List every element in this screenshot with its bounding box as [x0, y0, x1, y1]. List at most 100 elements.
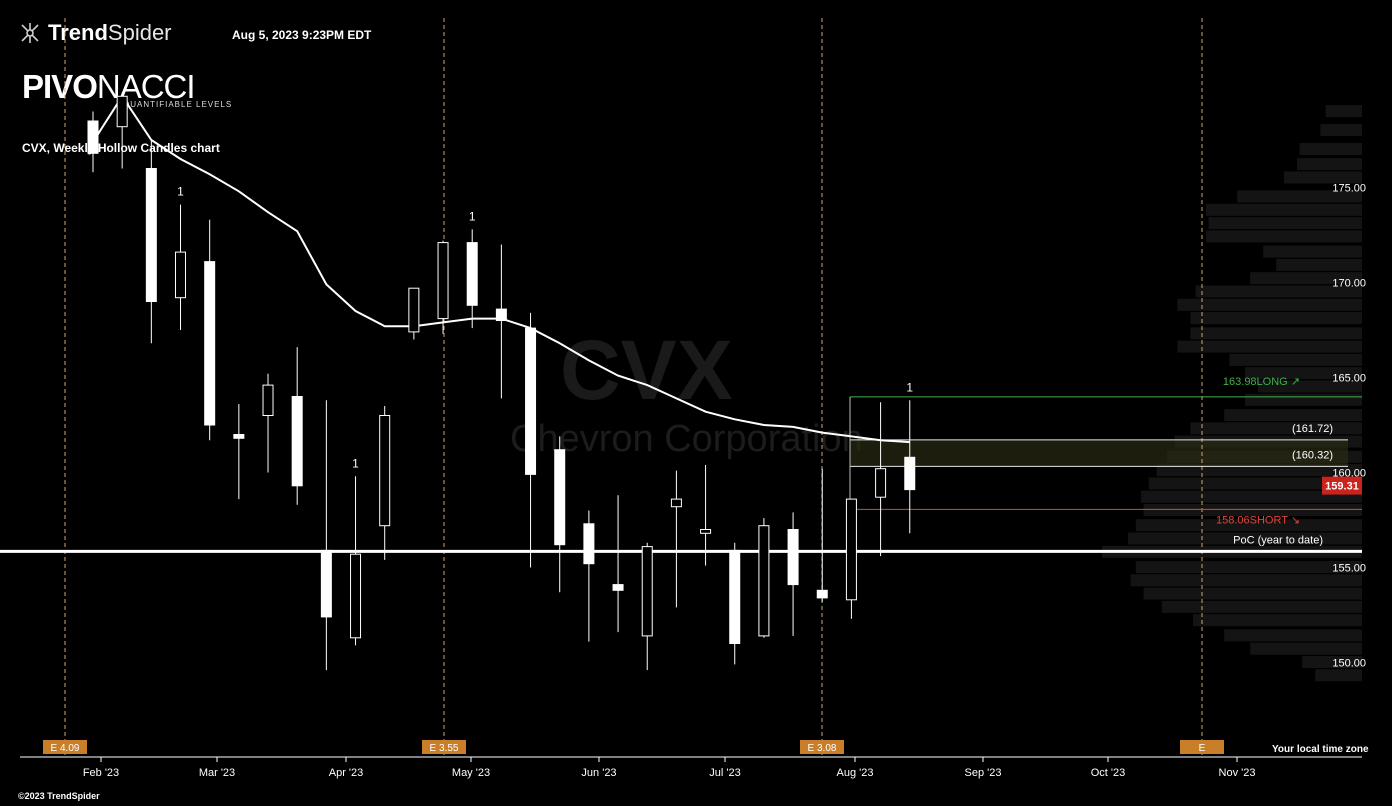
signal-marker: 1 [906, 380, 913, 394]
volume-profile-bar [1206, 203, 1362, 216]
pivonacci-bold: PIVO [22, 68, 98, 105]
volume-profile-bar [1135, 519, 1362, 532]
volume-profile-bar [1177, 298, 1362, 311]
candle-body [583, 523, 595, 565]
candle-body [670, 498, 682, 508]
x-axis-tick-label: Jun '23 [581, 767, 616, 779]
volume-profile-bar [1190, 327, 1362, 340]
candle-body [466, 242, 478, 306]
volume-profile-bar [1206, 230, 1362, 243]
candle-body [116, 95, 128, 128]
volume-profile-bar [1143, 587, 1362, 600]
volume-profile-bar [1284, 171, 1362, 184]
volume-profile-bar [1224, 629, 1362, 642]
signal-marker: 1 [352, 456, 359, 470]
volume-profile-bar [1130, 574, 1362, 587]
candle-body [233, 434, 245, 439]
pivot-zone [850, 439, 1348, 467]
candle-body [437, 242, 449, 320]
volume-profile-bar [1299, 143, 1362, 155]
signal-marker: 1 [177, 185, 184, 199]
y-axis-tick-label: 155.00 [1332, 563, 1366, 575]
candle-body [845, 498, 857, 601]
volume-profile-bar [1297, 158, 1362, 171]
x-axis-tick-label: Mar '23 [199, 767, 235, 779]
volume-profile-bar [1302, 656, 1362, 668]
last-price-label: 159.31 [1325, 481, 1359, 493]
earnings-badge [43, 740, 87, 754]
candle-body [408, 287, 420, 333]
candle-body [875, 468, 887, 498]
candle-body [525, 327, 537, 475]
candle-body [816, 589, 828, 599]
candle-body [904, 456, 916, 491]
volume-profile-bar [1224, 409, 1362, 421]
timezone-label[interactable]: Your local time zone [1272, 744, 1369, 755]
candle-body [87, 120, 99, 154]
volume-profile-bar [1258, 380, 1362, 393]
candle-body [350, 553, 362, 639]
volume-profile-bar [1208, 217, 1362, 230]
candle-body [379, 415, 391, 527]
y-axis-tick-label: 175.00 [1332, 183, 1366, 195]
candle-body [787, 529, 799, 586]
x-axis-tick-label: Apr '23 [329, 767, 364, 779]
earnings-badge [1180, 740, 1224, 754]
y-axis-tick-label: 160.00 [1332, 468, 1366, 480]
y-axis-tick-label: 150.00 [1332, 658, 1366, 670]
x-axis-tick-label: Sep '23 [965, 767, 1002, 779]
x-axis-tick-label: May '23 [452, 767, 490, 779]
brand-name-bold: Trend [48, 20, 108, 45]
copyright: ©2023 TrendSpider [18, 791, 100, 801]
candle-body [700, 529, 712, 534]
volume-profile-bar [1250, 272, 1362, 285]
volume-profile-bar [1229, 353, 1362, 366]
volume-profile-bar [1245, 367, 1362, 380]
volume-profile-bar [1135, 561, 1362, 573]
x-axis-tick-label: Feb '23 [83, 767, 119, 779]
upper-level-label: (161.72) [1292, 423, 1333, 435]
earnings-badge [800, 740, 844, 754]
volume-profile-bar [1325, 105, 1362, 117]
volume-profile-bar [1245, 393, 1362, 406]
volume-profile-bar [1190, 422, 1362, 435]
signal-marker: 1 [469, 209, 476, 223]
watermark-company-name: Chevron Corporation [510, 418, 863, 460]
y-axis-tick-label: 170.00 [1332, 278, 1366, 290]
x-axis-tick-label: Aug '23 [837, 767, 874, 779]
candle-body [641, 546, 653, 637]
chart-timestamp: Aug 5, 2023 9:23PM EDT [232, 28, 372, 42]
chart-title: CVX, Weekly Hollow Candles chart [22, 141, 220, 155]
lower-level-label: (160.32) [1292, 449, 1333, 461]
volume-profile-bar [1141, 490, 1362, 503]
pivonacci-logo: PIVONACCI QUANTIFIABLE LEVELS [22, 68, 231, 110]
earnings-badge-label: E 3.55 [430, 743, 459, 754]
candle-body [554, 449, 566, 546]
candle-body [758, 525, 770, 637]
x-axis-tick-label: Nov '23 [1219, 767, 1256, 779]
candle-body [320, 549, 332, 618]
short-level-label: 158.06SHORT ↘ [1216, 514, 1300, 526]
volume-profile-bar [1237, 190, 1362, 203]
candle-body [495, 308, 507, 322]
pivonacci-light: NACCI [96, 68, 196, 105]
volume-profile-bar [1195, 285, 1362, 298]
volume-profile-bar [1190, 312, 1362, 325]
volume-profile-bar [1161, 600, 1362, 613]
volume-profile-bar [1276, 258, 1362, 271]
brand-name-light: Spider [107, 20, 172, 45]
candle-body [262, 384, 274, 417]
volume-profile-bar [1143, 504, 1362, 516]
candle-body [145, 168, 157, 302]
candle-body [612, 584, 624, 591]
earnings-badge-label: E 4.09 [51, 743, 80, 754]
poc-label: PoC (year to date) [1233, 534, 1323, 546]
earnings-badge-label: E [1199, 743, 1206, 754]
candle-body [291, 396, 303, 487]
watermark-ticker: CVX [560, 323, 733, 417]
earnings-badge-label: E 3.08 [808, 743, 837, 754]
trendspider-logo: TrendSpider [18, 20, 172, 46]
volume-profile-bar [1193, 614, 1362, 627]
volume-profile-bar [1250, 642, 1362, 655]
